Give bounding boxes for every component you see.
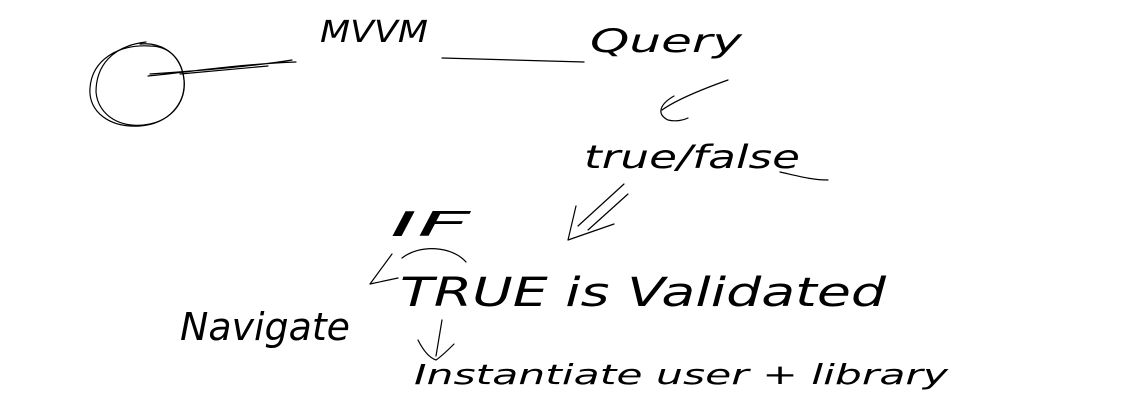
condition-label: IF: [390, 205, 471, 245]
instantiate-label: Instantiate user + library: [414, 358, 949, 391]
actor-circle: [89, 41, 185, 127]
navigate-label: Navigate: [180, 305, 350, 349]
result-label: true/false: [584, 138, 800, 176]
branch-to-instantiate-arrow: [417, 319, 455, 361]
branch-label: TRUE is Validated: [400, 270, 887, 316]
result-to-branch-arrow: [567, 183, 629, 241]
mvvm-to-query-line: [441, 57, 585, 63]
query-to-result-arrow: [660, 79, 729, 122]
actor-to-mvvm-line: [147, 59, 297, 77]
mvvm-label: MVVM: [320, 15, 428, 50]
condition-branch-arrow: [369, 248, 467, 285]
result-underline-flourish: [779, 171, 829, 181]
query-label: Query: [590, 22, 744, 60]
